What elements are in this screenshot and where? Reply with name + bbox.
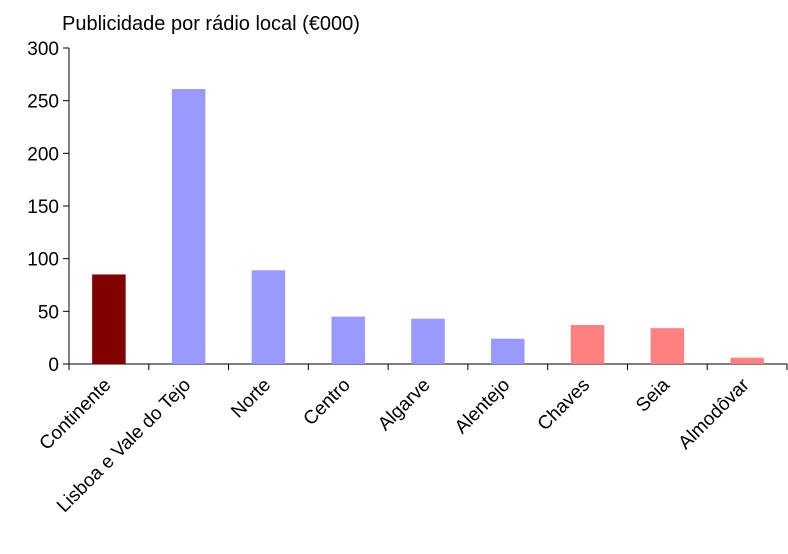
y-tick-label: 50	[38, 302, 59, 323]
category-label: Almodôvar	[675, 374, 755, 454]
chart-title: Publicidade por rádio local (€000)	[62, 13, 360, 35]
category-label: Chaves	[534, 375, 594, 435]
bar	[650, 328, 685, 364]
bar	[92, 274, 126, 364]
bars	[92, 89, 764, 364]
category-label: Alentejo	[451, 375, 514, 438]
category-label: Norte	[227, 375, 275, 423]
category-label: Centro	[300, 375, 355, 430]
category-label: Lisboa e Vale do Tejo	[53, 375, 195, 517]
y-tick-label: 150	[27, 197, 59, 218]
y-tick-label: 100	[27, 250, 59, 271]
y-tick-label: 300	[27, 39, 59, 60]
bar	[251, 270, 286, 364]
bar	[491, 338, 525, 364]
category-label: Seia	[632, 374, 674, 416]
category-label: Algarve	[374, 375, 434, 435]
bar	[411, 318, 445, 364]
y-tick-label: 0	[48, 355, 59, 376]
bar	[730, 357, 764, 364]
bar	[171, 89, 206, 364]
bar	[331, 316, 365, 364]
y-axis: 0 50 100 150 200 250 300	[27, 39, 70, 376]
category-label: Continente	[36, 375, 116, 455]
y-tick-label: 250	[27, 92, 59, 113]
bar	[570, 325, 605, 364]
x-axis	[68, 363, 788, 370]
y-tick-label: 200	[27, 144, 59, 165]
